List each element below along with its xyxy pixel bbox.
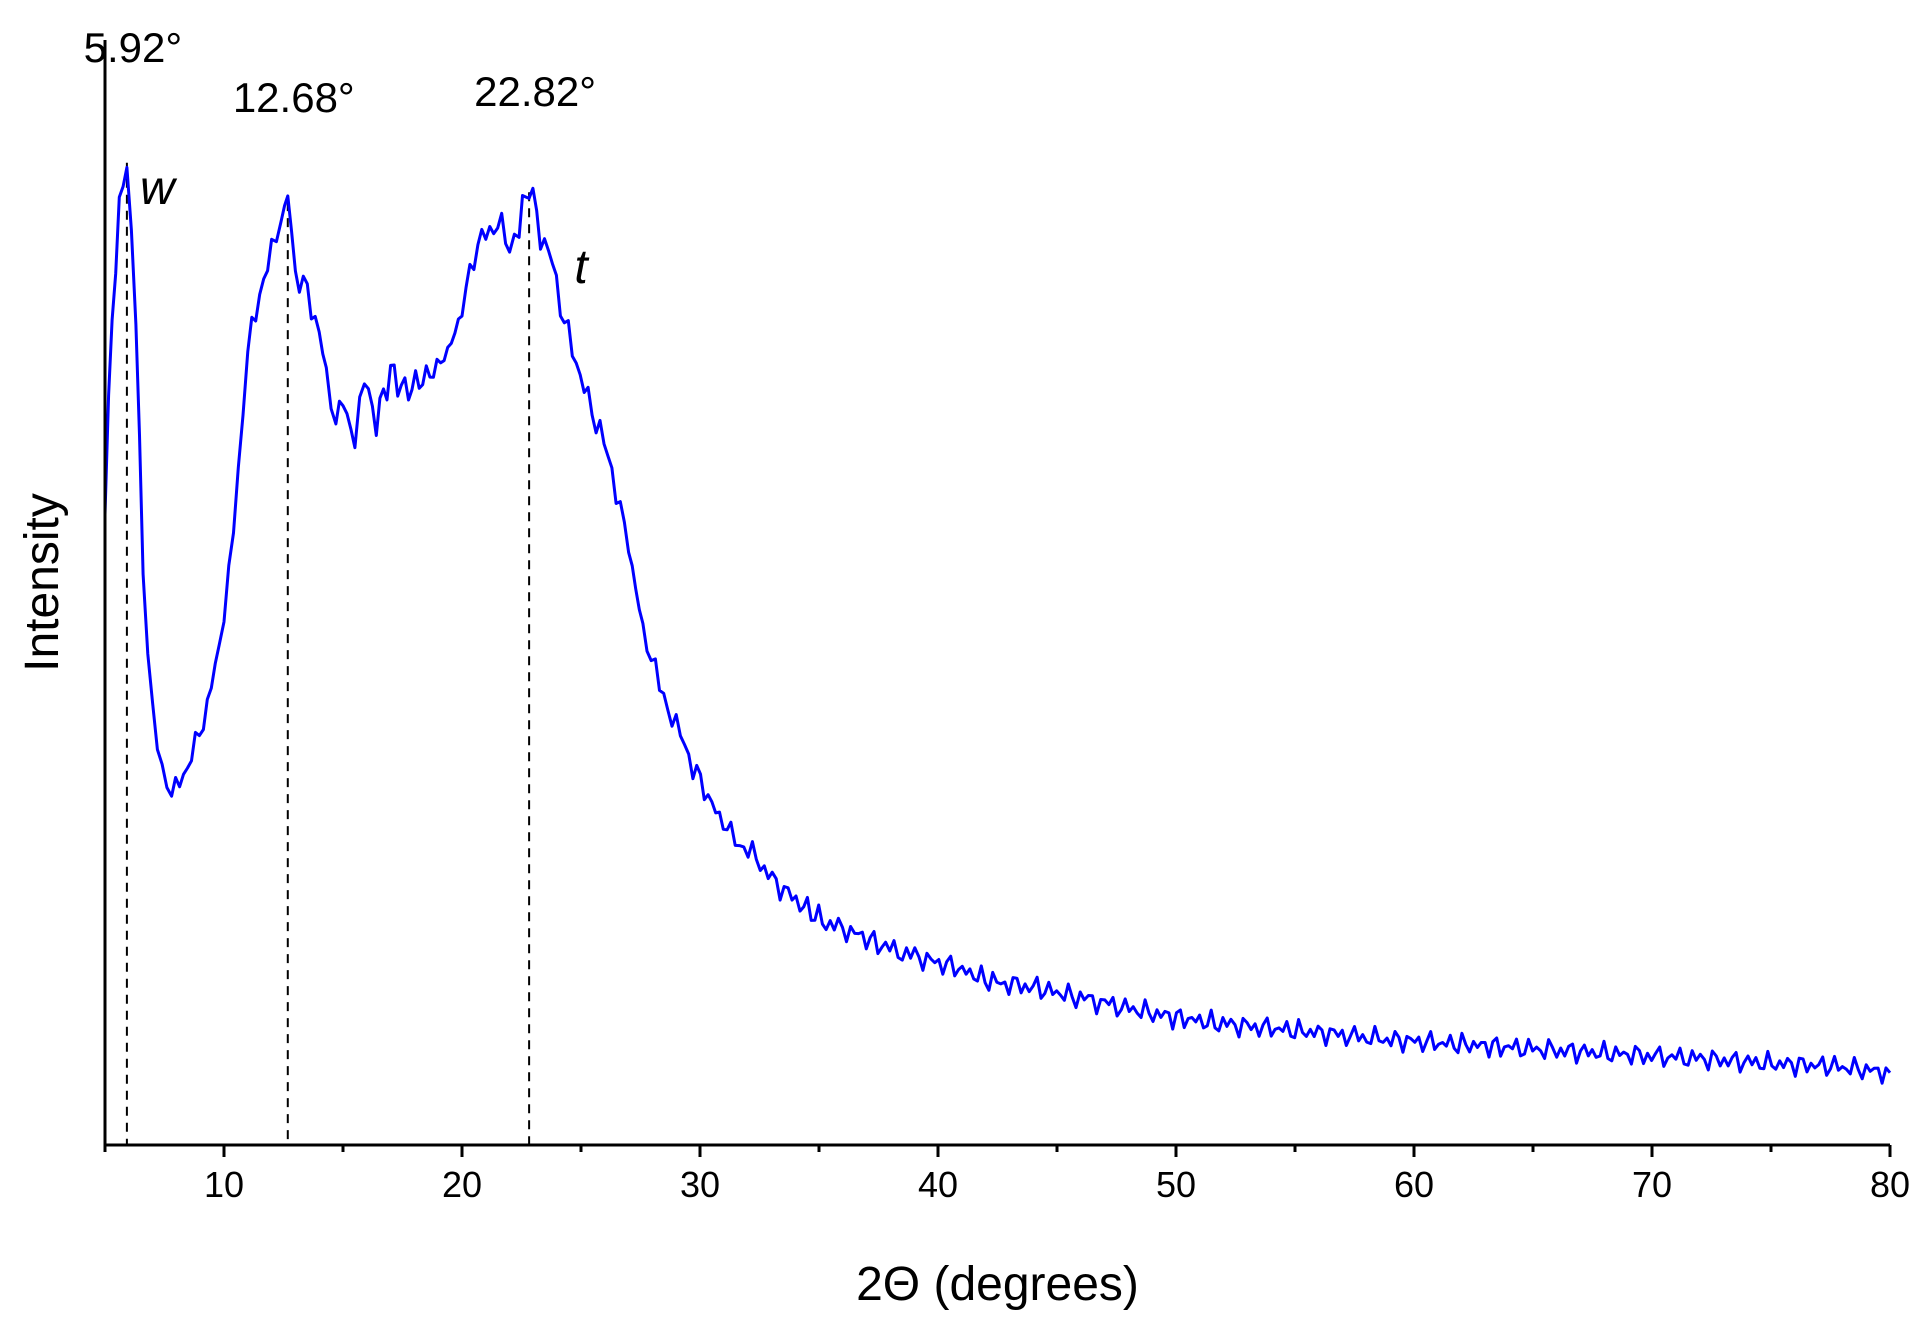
peak-label: 12.68°: [233, 74, 355, 121]
annotation-label: t: [574, 241, 589, 294]
x-tick-label: 10: [204, 1164, 244, 1205]
x-axis-ticks: 10 20 30 40 50 60 70 80: [103, 1145, 1910, 1205]
peak-label: 22.82°: [474, 68, 596, 115]
x-tick-label: 70: [1632, 1164, 1672, 1205]
peak-reference-lines: [125, 162, 531, 1145]
annotations: wt: [140, 162, 589, 294]
annotation-label: w: [140, 162, 178, 215]
x-tick-label: 30: [680, 1164, 720, 1205]
peak-label: 5.92°: [84, 24, 183, 71]
x-tick-label: 80: [1870, 1164, 1910, 1205]
x-tick-label: 60: [1394, 1164, 1434, 1205]
x-axis-title: 2Θ (degrees): [856, 1258, 1139, 1311]
peak-labels: 5.92° 12.68° 22.82°: [84, 24, 596, 121]
y-axis-title: Intensity: [16, 493, 69, 672]
x-tick-label: 20: [442, 1164, 482, 1205]
x-tick-label: 40: [918, 1164, 958, 1205]
x-tick-label: 50: [1156, 1164, 1196, 1205]
series-line: [103, 165, 1892, 1085]
